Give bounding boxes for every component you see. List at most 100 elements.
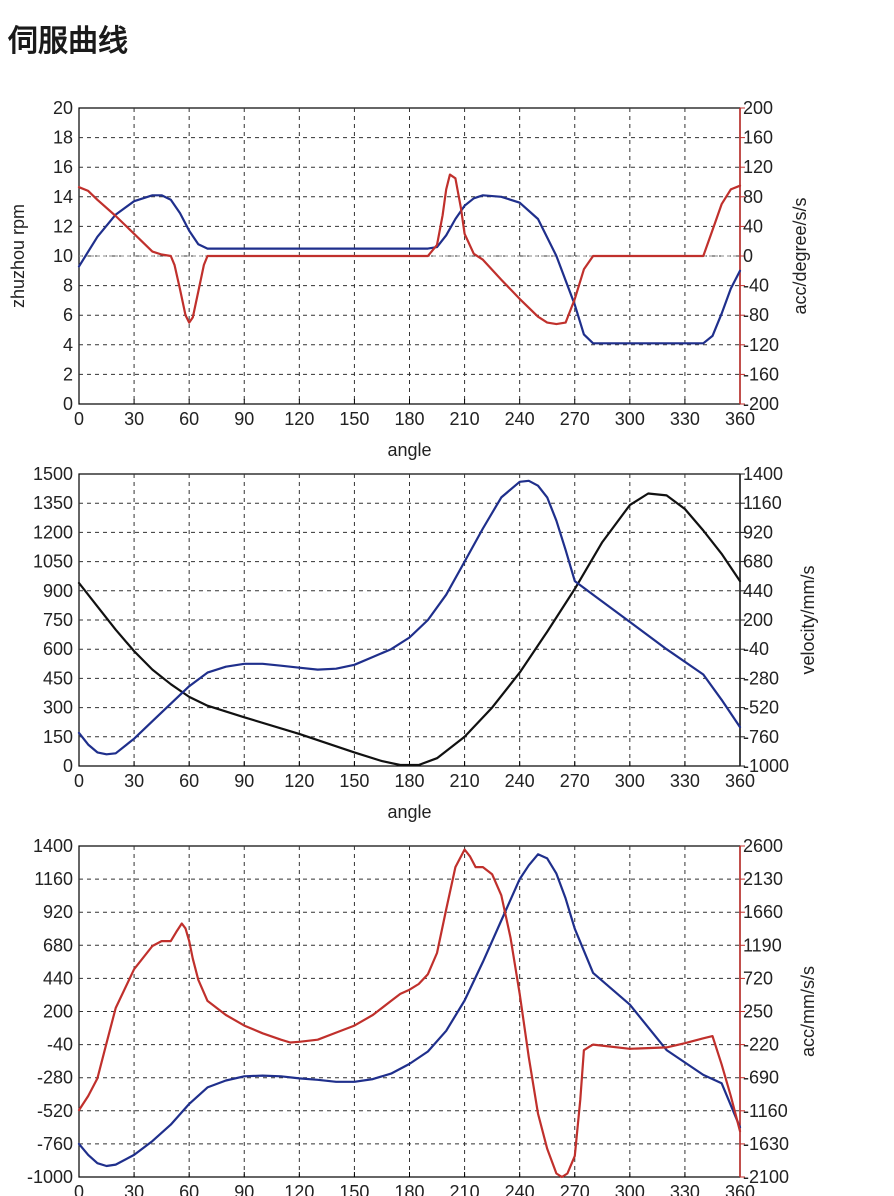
- x-tick-label: 180: [394, 771, 424, 791]
- y-right-axis-title: velocity/mm/s: [798, 565, 818, 674]
- y-right-tick-label: 440: [743, 581, 773, 601]
- x-axis-title: angle: [387, 440, 431, 460]
- y-right-tick-label: -690: [743, 1068, 779, 1088]
- y-right-tick-label: 160: [743, 128, 773, 148]
- y-left-tick-label: 2: [63, 364, 73, 384]
- y-right-tick-label: 120: [743, 157, 773, 177]
- y-right-tick-label: -2100: [743, 1167, 789, 1187]
- y-right-tick-label: 1660: [743, 902, 783, 922]
- y-left-tick-label: 1160: [34, 869, 73, 889]
- x-tick-label: 210: [450, 409, 480, 429]
- y-right-tick-label: 200: [743, 98, 773, 118]
- y-right-tick-label: 2600: [743, 836, 783, 856]
- x-tick-label: 210: [450, 1182, 480, 1196]
- x-tick-label: 30: [124, 409, 144, 429]
- y-left-tick-label: 440: [43, 968, 73, 988]
- x-tick-label: 90: [234, 409, 254, 429]
- y-left-tick-label: 16: [53, 157, 73, 177]
- x-tick-label: 30: [124, 771, 144, 791]
- x-tick-label: 180: [394, 409, 424, 429]
- x-tick-label: 240: [505, 1182, 535, 1196]
- y-right-tick-label: -40: [743, 276, 769, 296]
- x-tick-label: 90: [234, 771, 254, 791]
- x-axis-title: angle: [387, 802, 431, 822]
- page-heading: 伺服曲线: [8, 24, 128, 59]
- x-tick-label: 0: [74, 1182, 84, 1196]
- y-left-tick-label: 4: [63, 335, 73, 355]
- x-tick-label: 360: [725, 409, 755, 429]
- y-right-tick-label: 0: [743, 246, 753, 266]
- y-right-tick-label: 80: [743, 187, 763, 207]
- x-tick-label: 0: [74, 771, 84, 791]
- x-tick-label: 240: [505, 771, 535, 791]
- y-left-tick-label: 750: [43, 610, 73, 630]
- y-left-tick-label: 10: [53, 246, 73, 266]
- x-tick-label: 330: [670, 1182, 700, 1196]
- y-left-tick-label: 14: [53, 187, 73, 207]
- x-tick-label: 270: [560, 771, 590, 791]
- x-tick-label: 330: [670, 409, 700, 429]
- series-line-1: [77, 194, 742, 345]
- y-left-axis-title: zhuzhou rpm: [8, 204, 28, 308]
- x-tick-label: 150: [339, 771, 369, 791]
- y-right-tick-label: 250: [743, 1002, 773, 1022]
- y-left-tick-label: 1350: [33, 493, 73, 513]
- y-right-tick-label: 200: [743, 610, 773, 630]
- y-right-tick-label: 920: [743, 522, 773, 542]
- y-left-tick-label: 1400: [33, 836, 73, 856]
- series-line-2: [77, 173, 742, 326]
- y-right-tick-label: -1160: [743, 1101, 788, 1121]
- y-right-tick-label: -80: [743, 305, 769, 325]
- y-left-tick-label: 900: [43, 581, 73, 601]
- y-left-tick-label: -280: [37, 1068, 73, 1088]
- x-tick-label: 60: [179, 409, 199, 429]
- x-tick-label: 180: [394, 1182, 424, 1196]
- y-right-tick-label: -520: [743, 698, 779, 718]
- y-left-tick-label: 8: [63, 276, 73, 296]
- y-right-tick-label: 680: [743, 552, 773, 572]
- series-line-1: [77, 853, 742, 1168]
- x-tick-label: 90: [234, 1182, 254, 1196]
- y-right-tick-label: -200: [743, 394, 779, 414]
- x-tick-label: 120: [284, 771, 314, 791]
- y-right-tick-label: -280: [743, 668, 779, 688]
- x-tick-label: 270: [560, 1182, 590, 1196]
- chart-2: 0 30 60 90 120 150 180 210 240 270 300 330 360 0 150 30…: [33, 464, 818, 822]
- x-tick-label: 300: [615, 409, 645, 429]
- x-tick-label: 30: [124, 1182, 144, 1196]
- y-right-tick-label: 40: [743, 216, 763, 236]
- series-line-1: [77, 492, 742, 767]
- y-right-tick-label: 1400: [743, 464, 783, 484]
- x-tick-label: 120: [284, 1182, 314, 1196]
- y-left-tick-label: 150: [43, 727, 73, 747]
- y-left-tick-label: 1050: [33, 552, 73, 572]
- x-tick-label: 330: [670, 771, 700, 791]
- y-right-axis-title: acc/mm/s/s: [798, 966, 818, 1057]
- y-left-tick-label: 680: [43, 935, 73, 955]
- y-left-tick-label: -520: [37, 1101, 73, 1121]
- y-right-tick-label: -760: [743, 727, 779, 747]
- x-tick-label: 150: [339, 409, 369, 429]
- y-left-tick-label: 0: [63, 394, 73, 414]
- x-tick-label: 360: [725, 1182, 755, 1196]
- y-left-tick-label: 6: [63, 305, 73, 325]
- y-left-tick-label: 1200: [33, 522, 73, 542]
- y-left-tick-label: 200: [43, 1002, 73, 1022]
- chart-1: 0 30 60 90 120 150 180 210 240 270 300 330 360024681…: [8, 98, 810, 460]
- y-left-tick-label: 600: [43, 639, 73, 659]
- x-tick-label: 300: [615, 1182, 645, 1196]
- series-line-2: [77, 479, 742, 756]
- y-left-tick-label: 12: [53, 216, 73, 236]
- y-right-tick-label: -1630: [743, 1134, 789, 1154]
- x-tick-label: 240: [505, 409, 535, 429]
- x-tick-label: 0: [74, 409, 84, 429]
- y-right-axis-title: acc/degree/s/s: [790, 197, 810, 314]
- chart-3: 0 30 60 90 120 150 180 210 240 270 300 330 360 -1000 -…: [27, 836, 818, 1196]
- series-line-2: [77, 848, 742, 1179]
- y-left-tick-label: 0: [63, 756, 73, 776]
- y-left-tick-label: -40: [47, 1035, 73, 1055]
- y-right-tick-label: 720: [743, 968, 773, 988]
- y-right-tick-label: 1160: [743, 493, 782, 513]
- x-tick-label: 60: [179, 771, 199, 791]
- y-right-tick-label: 1190: [743, 935, 782, 955]
